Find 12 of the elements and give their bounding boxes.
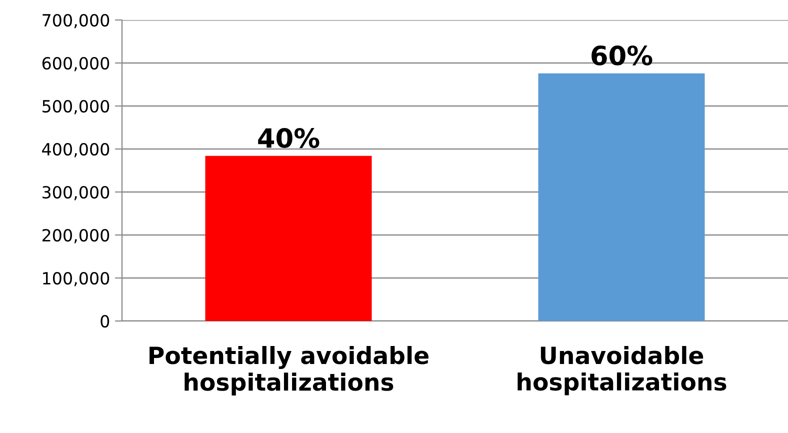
y-tick-label: 500,000 [42, 100, 110, 114]
y-tick-label: 600,000 [42, 56, 110, 72]
y-tick-label: 300,000 [42, 186, 110, 200]
y-tick-label: 0 [100, 314, 110, 328]
y-tick-label: 200,000 [42, 228, 110, 244]
x-tick-label: Unavoidable hospitalizations [518, 346, 726, 396]
annotation: 60% [592, 45, 652, 66]
y-tick-label: 700,000 [42, 14, 110, 28]
annotation: 40% [258, 128, 320, 148]
y-tick-label: 100,000 [43, 272, 110, 286]
x-tick-label: Potentially avoidable hospitalizations [150, 346, 428, 396]
y-tick-label: 400,000 [42, 142, 110, 158]
